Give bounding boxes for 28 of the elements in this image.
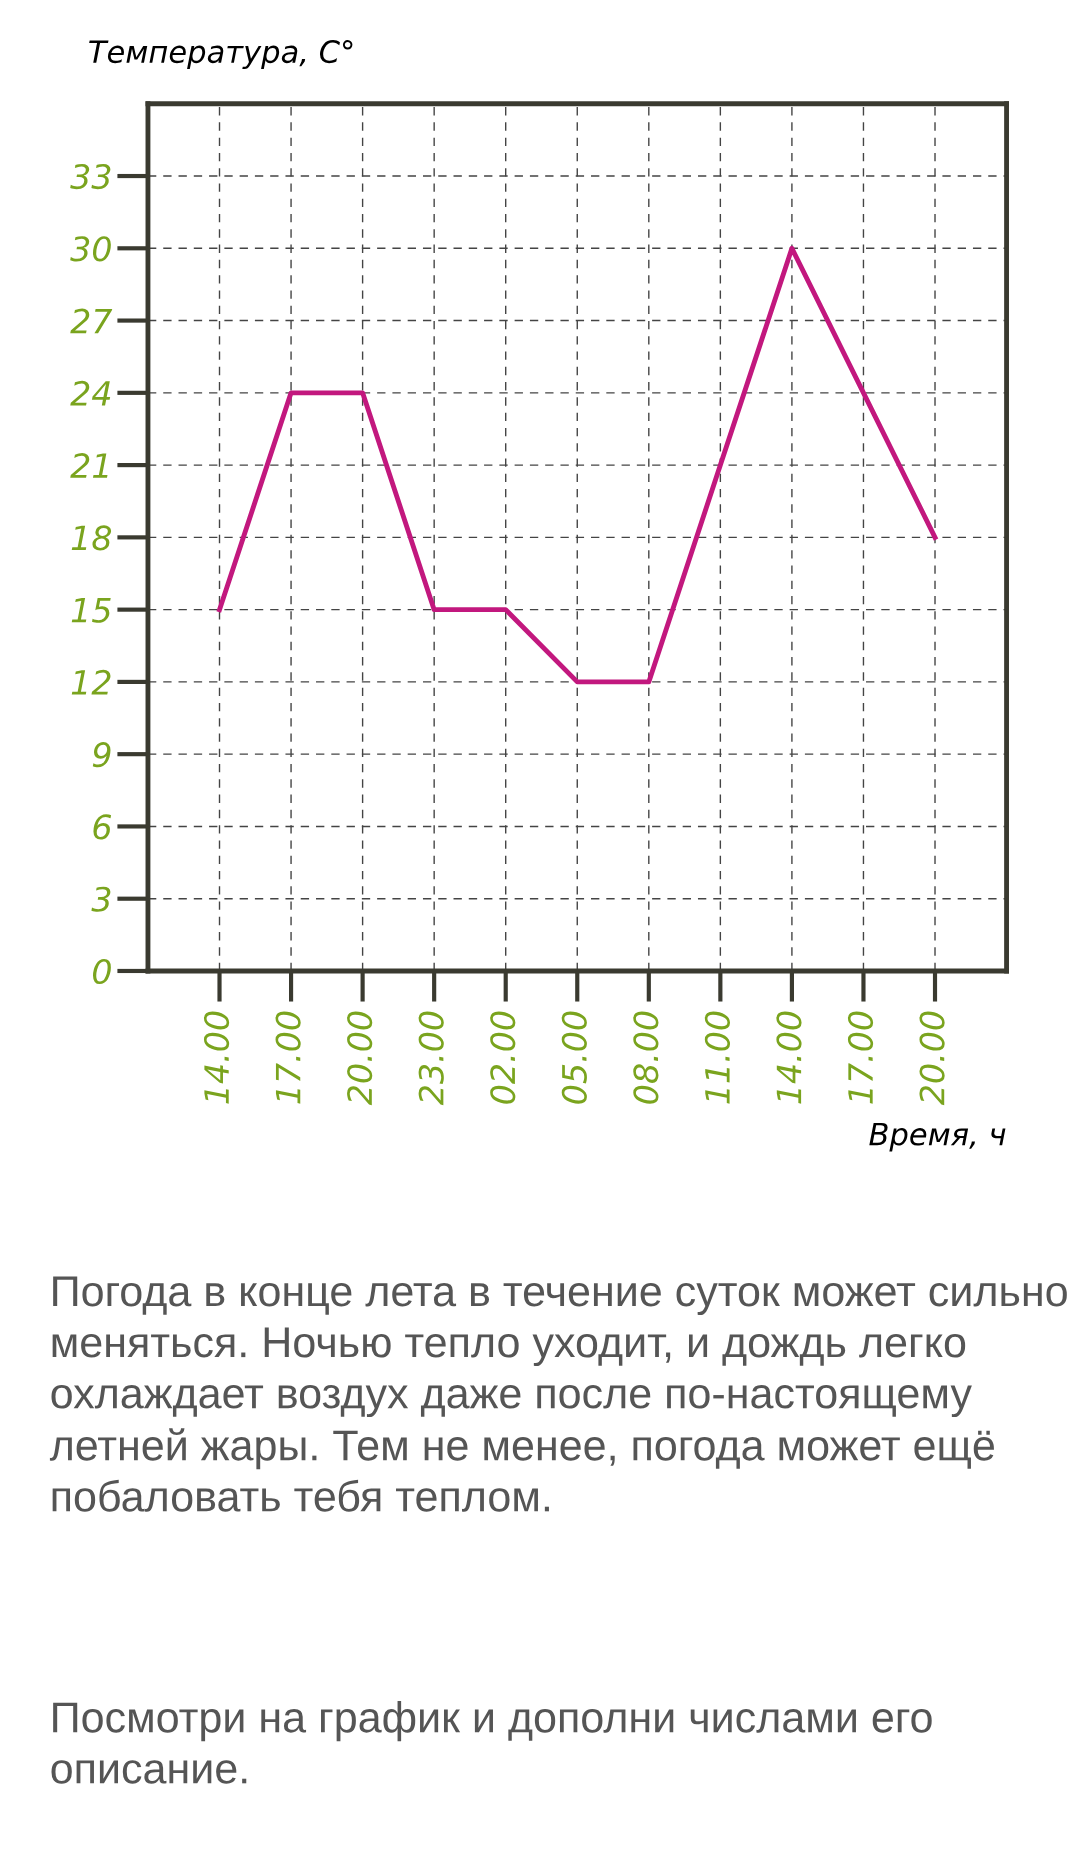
x-axis-title: Время, ч bbox=[869, 1122, 1006, 1152]
y-tick-label: 30 bbox=[70, 236, 111, 262]
y-tick-label: 24 bbox=[70, 380, 111, 406]
y-tick-label: 27 bbox=[70, 308, 113, 334]
y-tick-label: 0 bbox=[93, 958, 111, 985]
text: Посмотри на график и дополни числами его описание. bbox=[51, 1701, 932, 1784]
x-tick-label: 11.00 bbox=[704, 1011, 731, 1104]
x-tick-label: 05.00 bbox=[561, 1011, 587, 1104]
x-tick-label: 20.00 bbox=[347, 1011, 373, 1106]
y-tick-label: 15 bbox=[71, 598, 111, 623]
text: Погода в конце лета в течение суток может сильно меняться. Ночью тепло уходит, и дождь легко охлаждает воздух даже после по-настоящему летней жары. Тем не менее, погода может ещё побаловать тебя теплом. bbox=[49, 1276, 1067, 1512]
line-series bbox=[217, 245, 938, 685]
x-tick-label: 23.00 bbox=[418, 1011, 444, 1106]
x-tick-label: 08.00 bbox=[633, 1011, 659, 1104]
y-axis-title: Температура, C° bbox=[89, 40, 353, 70]
x-tick-label: 17.00 bbox=[275, 1011, 301, 1104]
x-tick-label: 14.00 bbox=[776, 1011, 802, 1104]
y-tick-label: 33 bbox=[70, 163, 111, 190]
y-tick-label: 9 bbox=[92, 742, 111, 768]
x-tick-label: 17.00 bbox=[847, 1011, 874, 1104]
y-tick-label: 12 bbox=[71, 669, 111, 695]
x-tick-label: 02.00 bbox=[490, 1011, 516, 1104]
y-tick-label: 3 bbox=[91, 886, 111, 912]
y-tick-label: 21 bbox=[70, 453, 108, 478]
y-tick-label: 18 bbox=[71, 525, 112, 551]
x-tick-label: 14.00 bbox=[203, 1011, 230, 1104]
y-tick-label: 6 bbox=[93, 814, 112, 840]
x-tick-label: 20.00 bbox=[919, 1011, 945, 1106]
